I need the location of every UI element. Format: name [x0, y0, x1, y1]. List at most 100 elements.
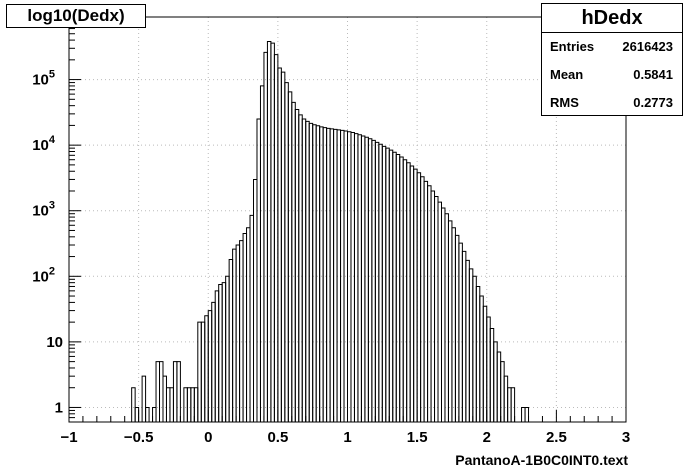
histogram-bin: [204, 315, 209, 422]
stats-box: hDedx Entries 2616423 Mean 0.5841 RMS 0.…: [541, 3, 683, 116]
histogram-bin: [298, 114, 303, 422]
histogram-bin: [162, 375, 167, 422]
histogram-bin: [218, 283, 223, 422]
histogram-bin: [402, 159, 408, 422]
histogram-bin: [172, 361, 178, 422]
histogram-bin: [360, 135, 366, 422]
stats-value: 0.2773: [633, 95, 673, 110]
histogram-bin: [430, 190, 436, 422]
histogram-bin: [291, 101, 296, 422]
x-tick-label: 1.5: [407, 429, 428, 446]
histogram-bin: [350, 131, 355, 422]
histogram-bin: [305, 120, 310, 422]
stats-row-mean: Mean 0.5841: [542, 61, 682, 89]
histogram-bin: [266, 41, 272, 422]
x-tick-label: 2.5: [546, 429, 567, 446]
histogram-bin: [249, 214, 255, 422]
histogram-bin: [510, 387, 516, 422]
histogram-bin: [186, 387, 192, 422]
histogram-bin: [465, 259, 470, 422]
histogram-bin: [253, 178, 258, 422]
histogram-bin: [193, 387, 199, 422]
histogram-bin: [468, 268, 474, 422]
histogram-bin: [437, 201, 442, 422]
y-tick-label: 10: [46, 334, 63, 351]
histogram-bin: [211, 301, 216, 422]
axes: −1 −0.5 0 0.5 1 1.5 2 2.5 3 1 10 102 103 104 105: [32, 16, 630, 446]
histogram-bin: [406, 162, 411, 422]
histogram-bin: [347, 131, 352, 422]
histogram-bin: [315, 125, 321, 422]
histogram-bin: [388, 149, 394, 422]
histogram-bin: [232, 248, 237, 422]
histogram-bin: [235, 244, 241, 422]
histogram-bin: [507, 387, 512, 422]
histogram-bin: [399, 156, 404, 422]
histogram-bin: [482, 305, 488, 422]
histogram-bin: [486, 316, 491, 422]
histogram-bin: [440, 207, 446, 422]
histogram: [131, 41, 530, 422]
histogram-title: log10(Dedx): [6, 4, 146, 28]
histogram-bin: [294, 108, 300, 422]
x-tick-label: 0.5: [267, 429, 288, 446]
histogram-bin: [165, 387, 171, 422]
histogram-bin: [374, 141, 380, 422]
stats-row-rms: RMS 0.2773: [542, 89, 682, 117]
histogram-bin: [392, 151, 397, 422]
histogram-bin: [416, 172, 422, 422]
histogram-bin: [256, 118, 261, 422]
stats-title: hDedx: [542, 4, 682, 33]
histogram-bin: [451, 227, 456, 422]
histogram-bin: [367, 138, 373, 422]
histogram-bin: [461, 250, 467, 422]
histogram-bin: [287, 91, 293, 422]
x-tick-label: 0: [204, 429, 212, 446]
histogram-bin: [312, 124, 317, 422]
histogram-bin: [472, 275, 477, 422]
histogram-bin: [159, 361, 164, 422]
histogram-bin: [280, 71, 286, 422]
histogram-bin: [322, 127, 328, 422]
histogram-bin: [420, 176, 425, 422]
histogram-bin: [493, 341, 498, 422]
histogram-bin: [228, 259, 234, 422]
histogram-bin: [500, 361, 505, 422]
histogram-bin: [489, 327, 495, 422]
histogram-bin: [444, 213, 449, 422]
histogram-bin: [225, 275, 230, 422]
histogram-bin: [259, 85, 265, 422]
stats-label: Mean: [550, 67, 584, 82]
histogram-bin: [381, 145, 387, 422]
y-tick-label: 102: [32, 265, 55, 285]
histogram-bin: [169, 387, 174, 422]
histogram-bin: [458, 242, 463, 422]
histogram-bin: [207, 310, 213, 422]
stats-label: RMS: [550, 95, 579, 110]
histogram-bin: [190, 387, 195, 422]
histogram-bin: [423, 180, 429, 422]
y-tick-label: 104: [32, 134, 56, 154]
y-tick-label: 1: [55, 399, 63, 416]
histogram-bin: [197, 321, 202, 422]
histogram-bin: [385, 147, 390, 422]
histogram-bin: [475, 285, 481, 422]
histogram-bin: [141, 375, 147, 422]
histogram-bin: [503, 375, 509, 422]
histogram-bin: [273, 54, 279, 422]
histogram-bin: [319, 126, 324, 422]
histogram-bin: [521, 406, 526, 422]
histogram-bin: [145, 406, 150, 422]
histogram-bin: [131, 387, 136, 422]
histogram-bin: [263, 51, 268, 422]
histogram-bin: [409, 165, 415, 422]
histogram-bin: [434, 195, 439, 422]
histogram-bin: [242, 232, 248, 422]
histogram-bin: [183, 387, 188, 422]
stats-value: 2616423: [622, 39, 673, 54]
histogram-bin: [326, 127, 331, 422]
histogram-bin: [134, 406, 140, 422]
histogram-bin: [395, 154, 401, 422]
histogram-bin: [221, 282, 227, 422]
